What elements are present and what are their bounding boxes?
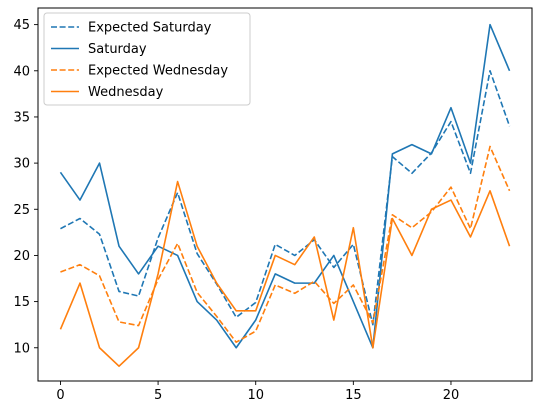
legend: Expected Saturday Saturday Expected Wednes… xyxy=(43,12,251,106)
x-tick-label: 5 xyxy=(154,388,162,403)
legend-label-expected-wednesday: Expected Wednesday xyxy=(88,64,228,79)
x-tick-label: 20 xyxy=(443,388,460,403)
y-tick-label: 40 xyxy=(13,64,30,79)
y-tick-label: 25 xyxy=(13,203,30,218)
legend-label-saturday: Saturday xyxy=(88,42,147,57)
y-tick-label: 30 xyxy=(13,157,30,172)
axes-frame xyxy=(37,7,533,382)
y-tick-label: 10 xyxy=(13,341,30,356)
legend-label-expected-saturday: Expected Saturday xyxy=(88,21,212,36)
x-tick-label: 0 xyxy=(56,388,64,403)
x-tick-label: 10 xyxy=(247,388,264,403)
x-tick-label: 15 xyxy=(345,388,362,403)
legend-box xyxy=(43,12,251,106)
series-line-wednesday xyxy=(59,180,511,368)
legend-label-wednesday: Wednesday xyxy=(88,85,164,100)
series-layer xyxy=(59,23,511,368)
y-tick-label: 35 xyxy=(13,110,30,125)
y-tick-label: 15 xyxy=(13,295,30,310)
y-axis: 10 15 20 25 30 35 40 45 xyxy=(13,18,38,356)
series-line-saturday xyxy=(59,23,511,349)
y-tick-label: 20 xyxy=(13,249,30,264)
x-axis: 0 5 10 15 20 xyxy=(56,381,459,403)
y-tick-label: 45 xyxy=(13,18,30,33)
